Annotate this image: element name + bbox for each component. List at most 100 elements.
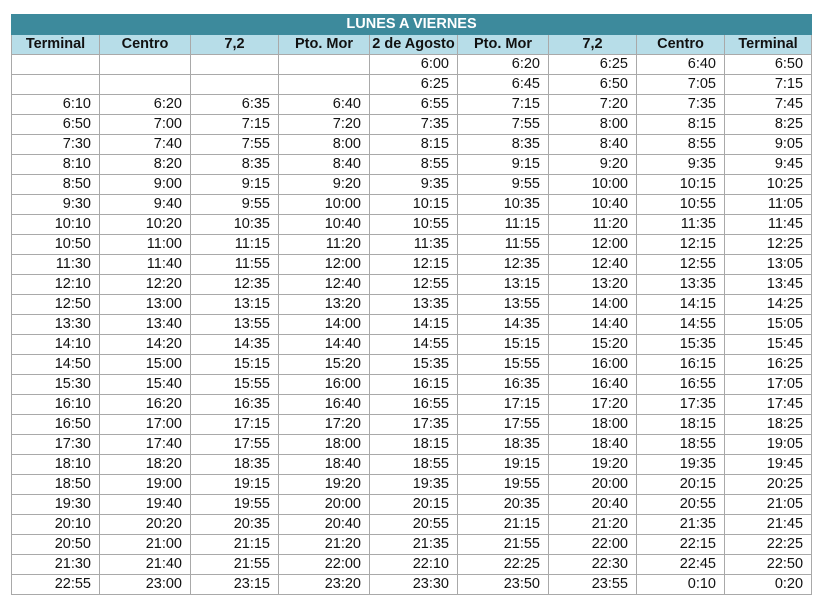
table-cell: 21:40 <box>99 554 191 575</box>
table-cell: 19:05 <box>723 434 813 455</box>
table-cell: 8:00 <box>548 114 637 135</box>
table-cell: 18:40 <box>278 454 370 475</box>
table-cell: 11:45 <box>723 214 813 235</box>
column-header: Pto. Mor <box>457 34 549 55</box>
table-cell: 11:55 <box>457 234 549 255</box>
table-cell: 13:45 <box>723 274 813 295</box>
table-cell: 20:10 <box>11 514 100 535</box>
table-cell: 23:50 <box>457 574 549 595</box>
table-cell: 6:25 <box>548 54 637 75</box>
table-cell: 12:00 <box>548 234 637 255</box>
table-cell: 14:00 <box>548 294 637 315</box>
table-cell: 7:20 <box>548 94 637 115</box>
table-cell: 6:40 <box>636 54 725 75</box>
table-cell: 16:00 <box>278 374 370 395</box>
table-row: 12:10 12:20 12:35 12:40 12:55 13:15 13:20 13:35… <box>11 274 813 295</box>
title-row: LUNES A VIERNES <box>10 14 813 35</box>
table-cell: 14:55 <box>636 314 725 335</box>
table-cell: 20:40 <box>278 514 370 535</box>
table-cell: 17:30 <box>11 434 100 455</box>
table-cell: 15:15 <box>457 334 549 355</box>
table-cell: 18:55 <box>369 454 458 475</box>
table-cell: 20:50 <box>11 534 100 555</box>
table-cell <box>99 74 191 95</box>
table-cell: 15:20 <box>278 354 370 375</box>
table-cell: 11:20 <box>548 214 637 235</box>
table-cell: 21:35 <box>369 534 458 555</box>
table-cell: 12:55 <box>636 254 725 275</box>
table-row: 16:50 17:00 17:15 17:20 17:35 17:55 18:00 18:15… <box>11 414 813 435</box>
table-cell: 18:55 <box>636 434 725 455</box>
column-header: Terminal <box>723 34 813 55</box>
table-cell <box>99 54 191 75</box>
table-row: 15:30 15:40 15:55 16:00 16:15 16:35 16:40 16:55… <box>11 374 813 395</box>
table-cell: 9:00 <box>99 174 191 195</box>
table-cell: 17:20 <box>548 394 637 415</box>
table-row: 6:10 6:20 6:35 6:40 6:55 7:15 7:20 7:35 7:45 <box>11 94 813 115</box>
table-cell: 9:35 <box>369 174 458 195</box>
table-row: 20:50 21:00 21:15 21:20 21:35 21:55 22:00 22:15… <box>11 534 813 555</box>
table-cell: 15:35 <box>636 334 725 355</box>
table-cell: 10:10 <box>11 214 100 235</box>
table-cell: 15:15 <box>190 354 279 375</box>
table-cell: 17:15 <box>457 394 549 415</box>
table-cell: 15:35 <box>369 354 458 375</box>
table-cell: 12:25 <box>723 234 813 255</box>
table-cell: 7:35 <box>369 114 458 135</box>
table-cell: 20:35 <box>190 514 279 535</box>
table-cell: 11:15 <box>457 214 549 235</box>
table-cell: 21:20 <box>278 534 370 555</box>
table-cell: 17:00 <box>99 414 191 435</box>
table-row: 18:10 18:20 18:35 18:40 18:55 19:15 19:20 19:35… <box>11 454 813 475</box>
table-cell: 19:55 <box>457 474 549 495</box>
table-cell: 18:15 <box>636 414 725 435</box>
table-cell: 20:35 <box>457 494 549 515</box>
table-cell: 13:00 <box>99 294 191 315</box>
table-cell: 8:35 <box>190 154 279 175</box>
table-cell: 23:00 <box>99 574 191 595</box>
table-cell: 17:35 <box>369 414 458 435</box>
table-cell: 11:35 <box>636 214 725 235</box>
table-cell: 13:35 <box>369 294 458 315</box>
table-row: 10:50 11:00 11:15 11:20 11:35 11:55 12:00 12:15… <box>11 234 813 255</box>
table-cell: 8:15 <box>369 134 458 155</box>
table-cell: 22:10 <box>369 554 458 575</box>
table-cell: 14:15 <box>636 294 725 315</box>
table-cell: 11:55 <box>190 254 279 275</box>
table-cell: 22:25 <box>457 554 549 575</box>
table-cell: 8:25 <box>723 114 813 135</box>
table-cell: 12:15 <box>369 254 458 275</box>
table-cell: 16:10 <box>11 394 100 415</box>
table-row: 21:30 21:40 21:55 22:00 22:10 22:25 22:30 22:45… <box>11 554 813 575</box>
table-cell: 13:05 <box>723 254 813 275</box>
table-cell: 9:55 <box>457 174 549 195</box>
table-cell: 6:20 <box>99 94 191 115</box>
table-row: 6:00 6:20 6:25 6:40 6:50 <box>11 54 813 75</box>
table-cell: 12:15 <box>636 234 725 255</box>
table-cell: 9:05 <box>723 134 813 155</box>
table-cell: 14:50 <box>11 354 100 375</box>
table-cell: 20:00 <box>278 494 370 515</box>
table-cell: 12:40 <box>548 254 637 275</box>
table-cell <box>278 74 370 95</box>
table-cell: 9:15 <box>457 154 549 175</box>
table-cell: 14:40 <box>278 334 370 355</box>
table-cell: 15:00 <box>99 354 191 375</box>
table-cell: 22:30 <box>548 554 637 575</box>
table-cell: 22:50 <box>723 554 813 575</box>
table-cell: 20:55 <box>636 494 725 515</box>
table-cell: 14:55 <box>369 334 458 355</box>
table-row: 19:30 19:40 19:55 20:00 20:15 20:35 20:40 20:55… <box>11 494 813 515</box>
table-cell: 21:15 <box>190 534 279 555</box>
table-cell: 10:20 <box>99 214 191 235</box>
table-cell: 12:40 <box>278 274 370 295</box>
table-row: 20:10 20:20 20:35 20:40 20:55 21:15 21:20 21:35… <box>11 514 813 535</box>
table-cell: 12:35 <box>190 274 279 295</box>
table-cell: 12:50 <box>11 294 100 315</box>
table-cell: 17:45 <box>723 394 813 415</box>
table-cell: 15:30 <box>11 374 100 395</box>
table-cell: 16:15 <box>636 354 725 375</box>
table-cell: 8:00 <box>278 134 370 155</box>
table-row: 6:25 6:45 6:50 7:05 7:15 <box>11 74 813 95</box>
table-cell: 19:00 <box>99 474 191 495</box>
